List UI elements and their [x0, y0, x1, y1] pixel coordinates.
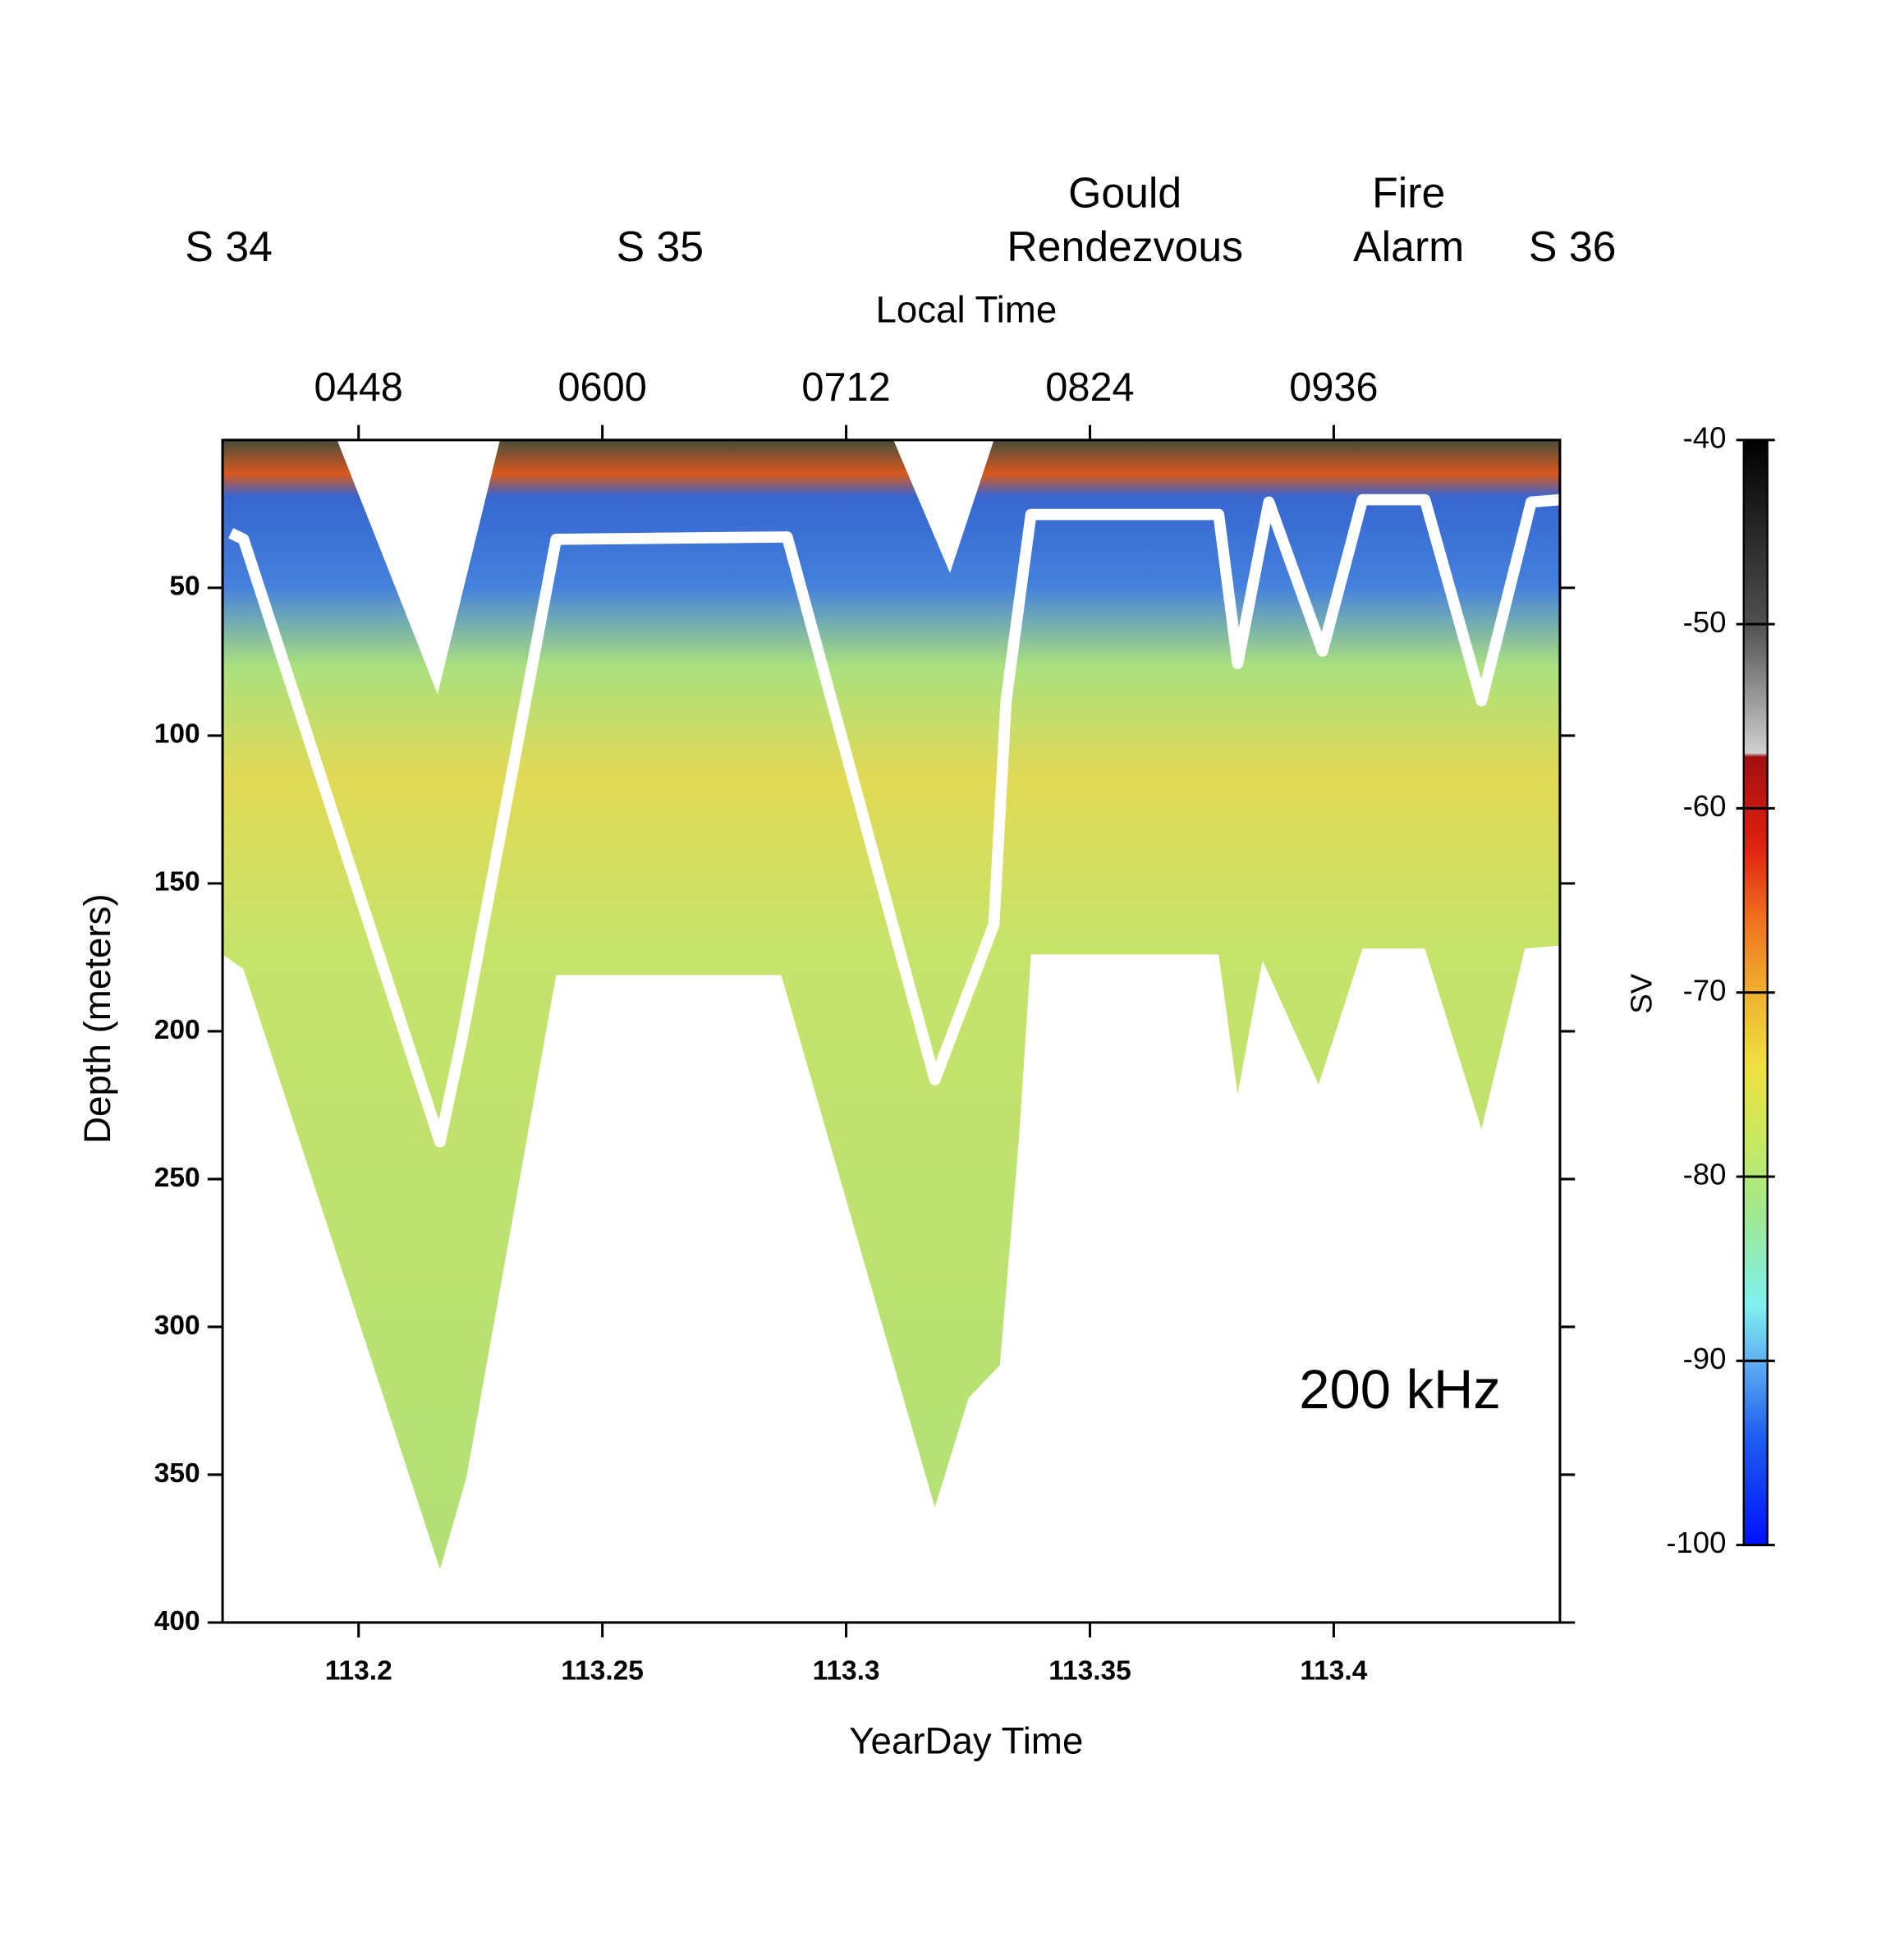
- x2-tick-label: 0712: [801, 365, 890, 410]
- colorbar-tick-label: -60: [1683, 789, 1727, 823]
- y-tick-label: 150: [154, 867, 200, 897]
- x-axis-title: YearDay Time: [849, 1720, 1083, 1762]
- x-tick-label: 113.2: [325, 1656, 392, 1687]
- y-tick-label: 350: [154, 1458, 200, 1489]
- x-tick-label: 113.35: [1048, 1656, 1131, 1687]
- track-line: [228, 493, 1561, 1148]
- annotation: Rendezvous: [1007, 223, 1243, 270]
- x2-axis-title: Local Time: [875, 289, 1057, 331]
- annotation: Alarm: [1353, 223, 1464, 270]
- y-tick-label: 300: [154, 1310, 200, 1341]
- colorbar-tick-label: -40: [1683, 421, 1727, 455]
- y-tick-label: 400: [154, 1606, 200, 1636]
- x2-tick-label: 0936: [1289, 365, 1378, 410]
- x2-tick-label: 0600: [557, 365, 646, 410]
- y-tick-label: 250: [154, 1163, 200, 1193]
- colorbar-tick-label: -90: [1683, 1342, 1727, 1375]
- x-tick-label: 113.4: [1300, 1656, 1367, 1687]
- y-axis-title: Depth (meters): [76, 893, 118, 1143]
- colorbar-tick-label: -70: [1683, 973, 1727, 1007]
- y-tick-label: 100: [154, 719, 200, 750]
- colorbar-title: SV: [1625, 973, 1659, 1013]
- echo-coverage: [223, 439, 1560, 1570]
- x-tick-label: 113.25: [561, 1656, 644, 1687]
- annotation: Gould: [1068, 169, 1182, 217]
- colorbar-tick-label: -100: [1666, 1526, 1726, 1559]
- y-tick-label: 50: [169, 571, 200, 602]
- annotation: S 34: [185, 223, 272, 270]
- x-tick-label: 113.3: [813, 1656, 880, 1687]
- panel-label: 200 kHz: [1299, 1359, 1501, 1421]
- annotation: S 36: [1529, 223, 1616, 270]
- colorbar-tick-label: -50: [1683, 605, 1727, 639]
- colorbar-tick-label: -80: [1683, 1158, 1727, 1191]
- annotation: Fire: [1372, 169, 1445, 217]
- y-tick-label: 200: [154, 1015, 200, 1045]
- annotation: S 35: [617, 223, 704, 270]
- x2-tick-label: 0448: [314, 365, 403, 410]
- x2-tick-label: 0824: [1045, 365, 1134, 410]
